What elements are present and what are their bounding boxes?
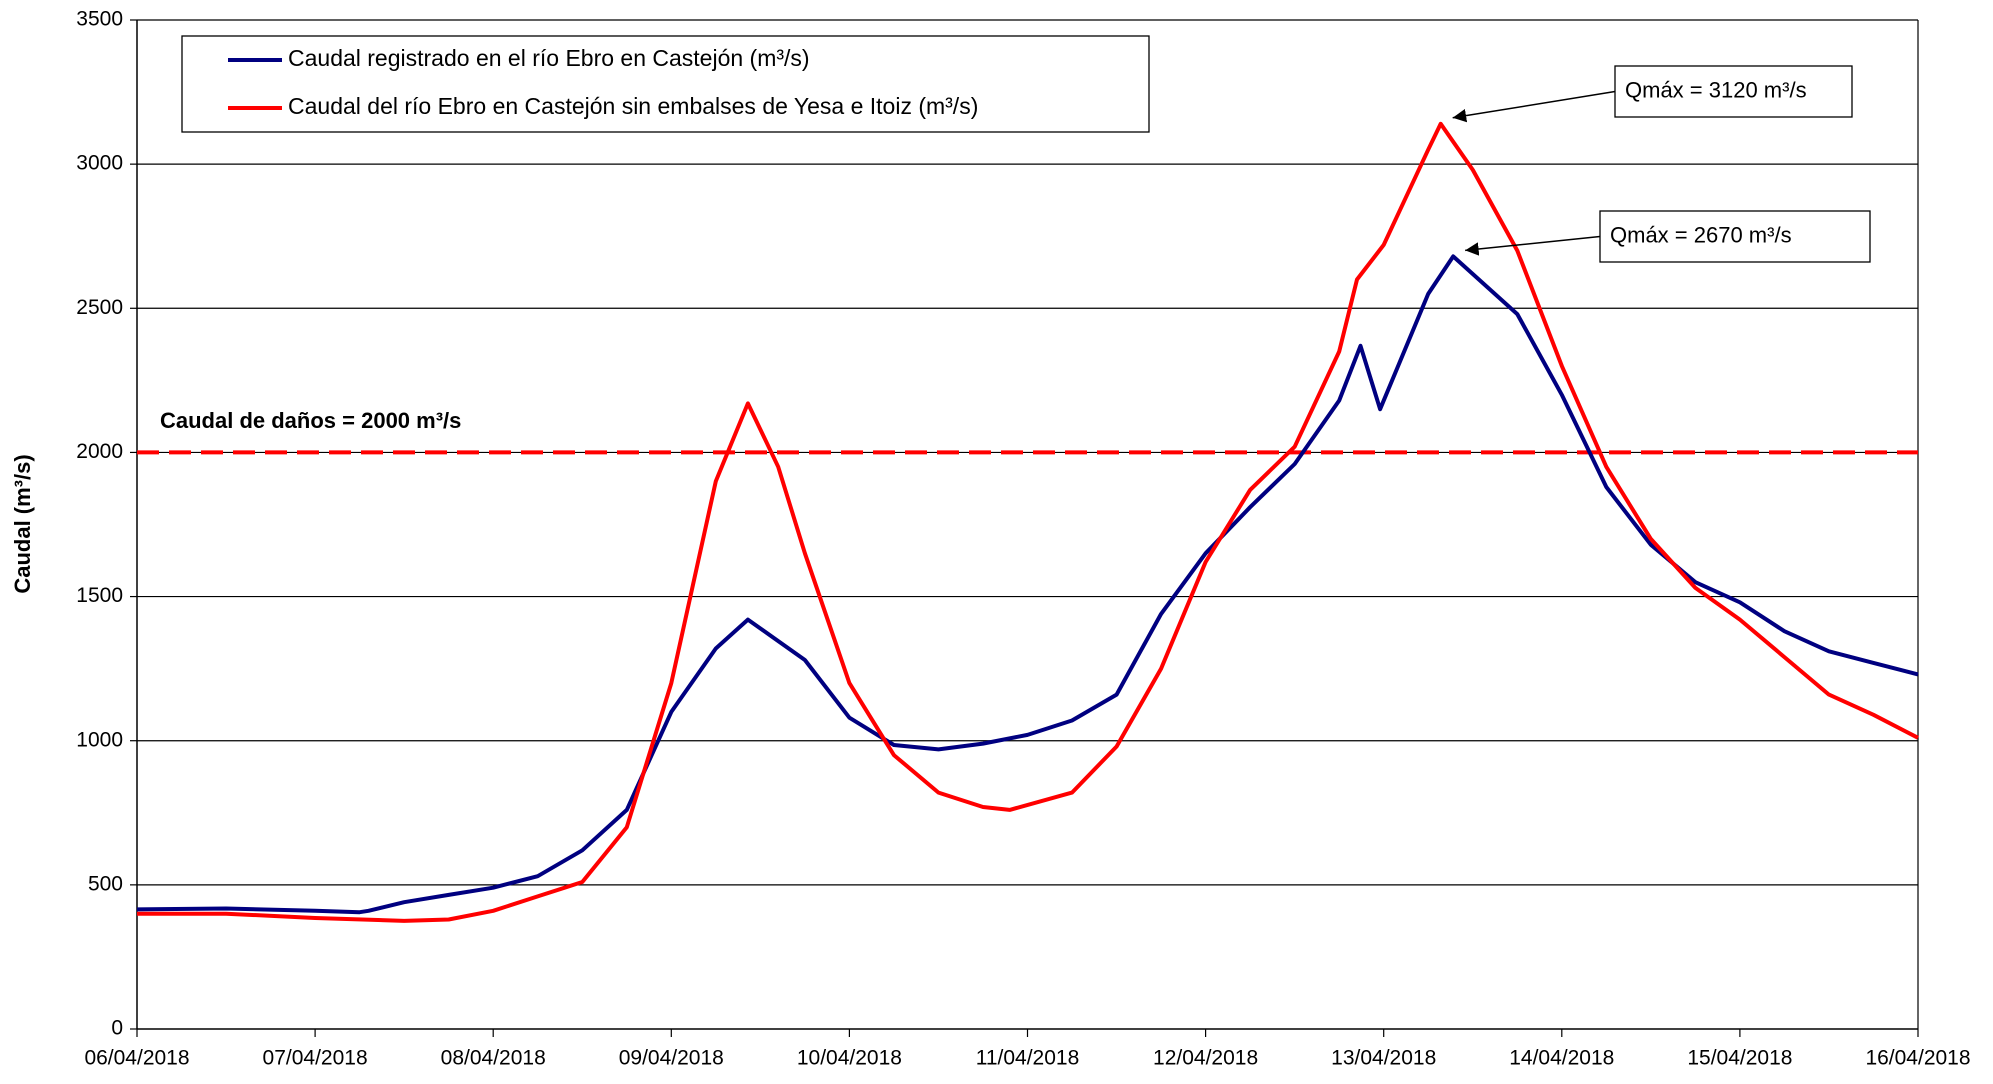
x-tick-label: 09/04/2018 <box>619 1047 724 1070</box>
legend-label: Caudal registrado en el río Ebro en Cast… <box>288 45 810 71</box>
annotation-arrow <box>1465 235 1601 256</box>
y-tick-label: 3500 <box>76 8 123 31</box>
x-tick-label: 16/04/2018 <box>1865 1047 1970 1070</box>
x-tick-label: 12/04/2018 <box>1153 1047 1258 1070</box>
x-tick-label: 15/04/2018 <box>1687 1047 1792 1070</box>
legend-box <box>181 35 1150 133</box>
y-tick-label: 500 <box>88 872 123 895</box>
y-tick-label: 1000 <box>76 728 123 751</box>
series-line <box>137 121 1919 923</box>
annotation-box <box>1614 65 1853 118</box>
y-tick-label: 2500 <box>76 296 123 319</box>
x-tick-label: 06/04/2018 <box>84 1047 189 1070</box>
y-tick-label: 1500 <box>76 584 123 607</box>
annotation-box <box>1599 210 1871 263</box>
y-tick-label: 3000 <box>76 152 123 175</box>
annotation-text: Qmáx = 2670 m³/s <box>1610 222 1792 247</box>
threshold-label: Caudal de daños = 2000 m³/s <box>160 408 461 433</box>
x-tick-label: 11/04/2018 <box>976 1047 1080 1070</box>
y-tick-label: 0 <box>111 1017 123 1040</box>
x-tick-label: 14/04/2018 <box>1509 1047 1614 1070</box>
legend-label: Caudal del río Ebro en Castejón sin emba… <box>288 93 978 119</box>
x-tick-label: 08/04/2018 <box>441 1047 546 1070</box>
annotation-text: Qmáx = 3120 m³/s <box>1625 77 1807 102</box>
x-tick-label: 07/04/2018 <box>263 1047 368 1070</box>
x-tick-label: 10/04/2018 <box>797 1047 902 1070</box>
series-line <box>136 254 1919 915</box>
y-tick-label: 2000 <box>76 440 123 463</box>
x-tick-label: 13/04/2018 <box>1331 1047 1436 1070</box>
y-axis-label: Caudal (m³/s) <box>10 454 35 593</box>
annotation-arrow <box>1452 90 1616 123</box>
